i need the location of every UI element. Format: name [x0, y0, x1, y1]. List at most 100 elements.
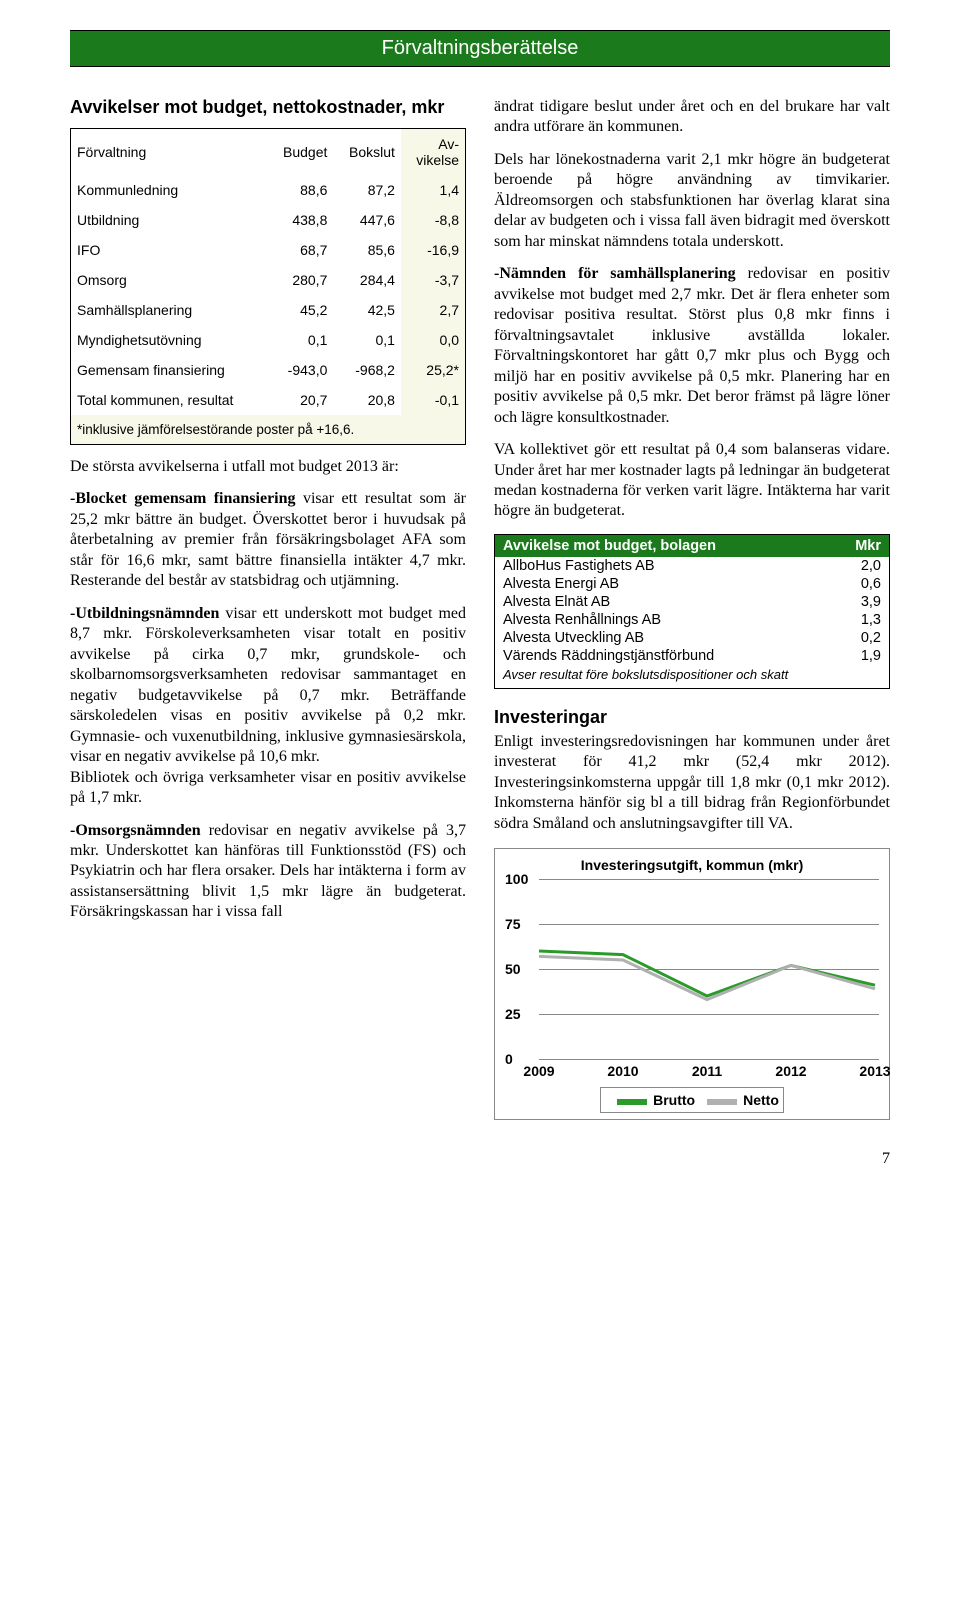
- bolag-row: Alvesta Utveckling AB 0,2: [495, 629, 889, 647]
- right-p2: Dels har lönekostnaderna varit 2,1 mkr h…: [494, 150, 890, 252]
- row-value: 45,2: [268, 295, 334, 325]
- row-label: Samhällsplanering: [71, 295, 268, 325]
- table-row: Samhällsplanering45,242,52,7: [71, 295, 466, 325]
- bolag-value: 3,9: [861, 594, 881, 610]
- table-row: Total kommunen, resultat20,720,8-0,1: [71, 385, 466, 415]
- row-label: Myndighetsutövning: [71, 325, 268, 355]
- investeringar-heading: Investeringar: [494, 707, 890, 728]
- right-column: ändrat tidigare beslut under året och en…: [494, 97, 890, 1120]
- lead-text: -Blocket gemensam finansiering: [70, 490, 296, 507]
- bolag-header: Avvikelse mot budget, bolagen Mkr: [495, 535, 889, 557]
- legend-swatch: [617, 1099, 647, 1105]
- row-value: 447,6: [333, 205, 401, 235]
- right-p1: ändrat tidigare beslut under året och en…: [494, 97, 890, 138]
- row-value: 0,1: [333, 325, 401, 355]
- row-label: Kommunledning: [71, 175, 268, 205]
- rest-text: visar ett underskott mot budget med 8,7 …: [70, 605, 466, 765]
- page-header-band: Förvaltningsberättelse: [70, 30, 890, 67]
- bolag-name: Alvesta Renhållnings AB: [503, 612, 661, 628]
- lead-text: -Utbildningsnämnden: [70, 605, 219, 622]
- row-value: 438,8: [268, 205, 334, 235]
- bolag-name: Alvesta Energi AB: [503, 576, 619, 592]
- row-value: 25,2*: [401, 355, 466, 385]
- bolag-name: Värends Räddningstjänstförbund: [503, 648, 714, 664]
- x-axis-label: 2011: [692, 1063, 722, 1079]
- row-label: Gemensam finansiering: [71, 355, 268, 385]
- x-axis-label: 2010: [607, 1063, 638, 1079]
- investeringar-paragraph: Enligt investeringsredovisningen har kom…: [494, 732, 890, 834]
- legend-label: Netto: [743, 1092, 779, 1108]
- col-bokslut: Bokslut: [333, 129, 401, 176]
- row-value: 280,7: [268, 265, 334, 295]
- chart-plot-area: 025507510020092010201120122013: [505, 879, 879, 1059]
- row-value: -0,1: [401, 385, 466, 415]
- bolag-value: 2,0: [861, 558, 881, 574]
- bolag-row: Alvesta Energi AB 0,6: [495, 575, 889, 593]
- x-axis-label: 2013: [859, 1063, 890, 1079]
- block-samhallsplanering: -Nämnden för samhällsplanering redovisar…: [494, 264, 890, 428]
- bolag-value: 0,2: [861, 630, 881, 646]
- x-axis-label: 2012: [775, 1063, 806, 1079]
- table-row: Omsorg280,7284,4-3,7: [71, 265, 466, 295]
- row-label: Omsorg: [71, 265, 268, 295]
- table-header-row: Förvaltning Budget Bokslut Av- vikelse: [71, 129, 466, 176]
- row-value: 87,2: [333, 175, 401, 205]
- row-value: 42,5: [333, 295, 401, 325]
- row-label: Utbildning: [71, 205, 268, 235]
- block-gemensam-finansiering: -Blocket gemensam finansiering visar ett…: [70, 489, 466, 591]
- row-value: 0,0: [401, 325, 466, 355]
- table-footnote: *inklusive jämförelsestörande poster på …: [71, 415, 466, 445]
- col-budget: Budget: [268, 129, 334, 176]
- row-value: -943,0: [268, 355, 334, 385]
- row-value: 284,4: [333, 265, 401, 295]
- page-number: 7: [70, 1150, 890, 1168]
- row-value: -3,7: [401, 265, 466, 295]
- bolag-row: AllboHus Fastighets AB 2,0: [495, 557, 889, 575]
- extra-text: Bibliotek och övriga verksamheter visar …: [70, 769, 466, 806]
- bolag-row: Värends Räddningstjänstförbund 1,9: [495, 647, 889, 665]
- row-value: 0,1: [268, 325, 334, 355]
- bolag-deviation-box: Avvikelse mot budget, bolagen Mkr AllboH…: [494, 534, 890, 689]
- chart-legend: Brutto Netto: [600, 1087, 784, 1113]
- table-row: IFO68,785,6-16,9: [71, 235, 466, 265]
- row-value: 68,7: [268, 235, 334, 265]
- row-value: 85,6: [333, 235, 401, 265]
- col-forvaltning: Förvaltning: [71, 129, 268, 176]
- intro-paragraph: De största avvikelserna i utfall mot bud…: [70, 457, 466, 477]
- bolag-value: 0,6: [861, 576, 881, 592]
- bolag-name: Alvesta Utveckling AB: [503, 630, 644, 646]
- row-value: 2,7: [401, 295, 466, 325]
- table-row: Kommunledning88,687,21,4: [71, 175, 466, 205]
- row-value: -968,2: [333, 355, 401, 385]
- table-row: Gemensam finansiering-943,0-968,225,2*: [71, 355, 466, 385]
- bolag-header-unit: Mkr: [855, 538, 881, 554]
- row-value: -8,8: [401, 205, 466, 235]
- bolag-value: 1,3: [861, 612, 881, 628]
- row-value: 88,6: [268, 175, 334, 205]
- bolag-name: AllboHus Fastighets AB: [503, 558, 655, 574]
- legend-label: Brutto: [653, 1092, 695, 1108]
- left-column: Avvikelser mot budget, nettokostnader, m…: [70, 97, 466, 1120]
- row-label: Total kommunen, resultat: [71, 385, 268, 415]
- right-p4: VA kollektivet gör ett resultat på 0,4 s…: [494, 440, 890, 522]
- table-row: Myndighetsutövning0,10,10,0: [71, 325, 466, 355]
- x-axis-label: 2009: [523, 1063, 554, 1079]
- rest-text: redovisar en positiv avvikelse mot budge…: [494, 265, 890, 425]
- legend-swatch: [707, 1099, 737, 1105]
- row-value: -16,9: [401, 235, 466, 265]
- lead-text: -Nämnden för samhällsplanering: [494, 265, 736, 282]
- two-column-layout: Avvikelser mot budget, nettokostnader, m…: [70, 97, 890, 1120]
- row-value: 1,4: [401, 175, 466, 205]
- chart-title: Investeringsutgift, kommun (mkr): [499, 857, 885, 873]
- bolag-name: Alvesta Elnät AB: [503, 594, 610, 610]
- table-row: Utbildning438,8447,6-8,8: [71, 205, 466, 235]
- bolag-value: 1,9: [861, 648, 881, 664]
- chart-series-line: [539, 957, 875, 1000]
- bolag-footnote: Avser resultat före bokslutsdispositione…: [495, 665, 889, 688]
- investment-chart: Investeringsutgift, kommun (mkr) 0255075…: [494, 848, 890, 1120]
- col-avvikelse: Av- vikelse: [401, 129, 466, 176]
- row-value: 20,7: [268, 385, 334, 415]
- chart-svg: [505, 879, 879, 1059]
- bolag-header-label: Avvikelse mot budget, bolagen: [503, 538, 716, 554]
- bolag-row: Alvesta Renhållnings AB 1,3: [495, 611, 889, 629]
